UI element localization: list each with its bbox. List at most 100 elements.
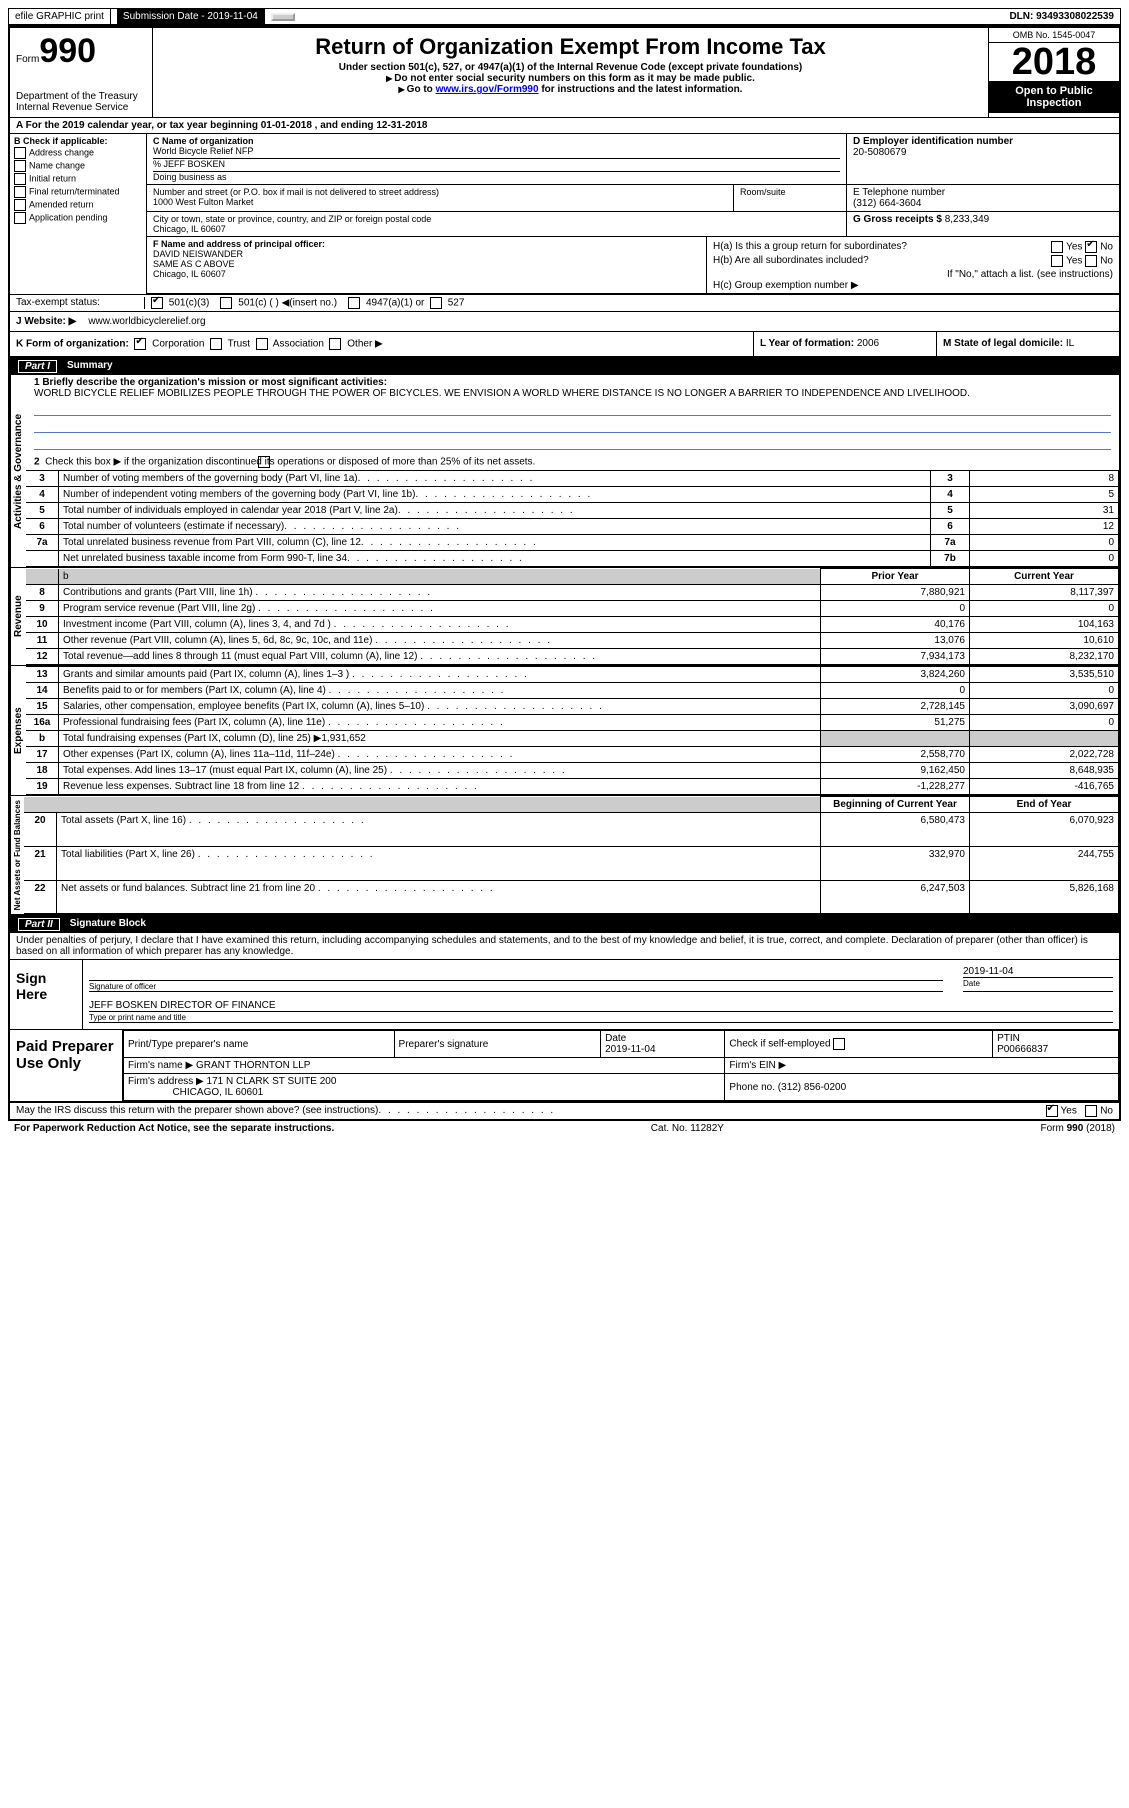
dln: DLN: 93493308022539 <box>1003 9 1120 24</box>
table-row: 6 Total number of volunteers (estimate i… <box>26 519 1119 535</box>
m-box: M State of legal domicile: IL <box>937 332 1119 356</box>
header: Form990 Department of the Treasury Inter… <box>10 28 1119 118</box>
table-row: 21 Total liabilities (Part X, line 26) 3… <box>24 846 1119 880</box>
dept-irs: Internal Revenue Service <box>16 102 146 113</box>
ha-label: H(a) Is this a group return for subordin… <box>713 241 907 253</box>
header-right: OMB No. 1545-0047 2018 Open to PublicIns… <box>989 28 1119 117</box>
expenses-section: Expenses 13 Grants and similar amounts p… <box>10 666 1119 796</box>
chk-corp[interactable] <box>134 338 146 350</box>
footer-left: For Paperwork Reduction Act Notice, see … <box>14 1123 334 1134</box>
vert-revenue: Revenue <box>10 568 26 665</box>
table-row: 22 Net assets or fund balances. Subtract… <box>24 880 1119 914</box>
part2-header: Part II Signature Block <box>10 916 1119 933</box>
table-row: Net unrelated business taxable income fr… <box>26 551 1119 567</box>
officer-addr1: SAME AS C ABOVE <box>153 259 700 269</box>
irs-link[interactable]: www.irs.gov/Form990 <box>436 84 539 95</box>
col-cde: C Name of organization World Bicycle Rel… <box>147 134 1119 294</box>
table-row: 10 Investment income (Part VIII, column … <box>26 617 1119 633</box>
k-box: K Form of organization: Corporation Trus… <box>10 332 754 356</box>
sig-officer-label: Signature of officer <box>89 980 943 991</box>
table-row: 3 Number of voting members of the govern… <box>26 471 1119 487</box>
table-row: 19 Revenue less expenses. Subtract line … <box>26 779 1119 795</box>
hdr-end: End of Year <box>970 797 1119 813</box>
hb-label: H(b) Are all subordinates included? <box>713 255 869 267</box>
hb-yes[interactable] <box>1051 255 1063 267</box>
ha-yes[interactable] <box>1051 241 1063 253</box>
chk-name[interactable]: Name change <box>14 160 142 172</box>
footer-right: Form 990 (2018) <box>1041 1123 1115 1134</box>
prep-self: Check if self-employed <box>725 1031 993 1058</box>
street-box: Number and street (or P.O. box if mail i… <box>147 185 734 211</box>
table-row: 4 Number of independent voting members o… <box>26 487 1119 503</box>
mission-text: WORLD BICYCLE RELIEF MOBILIZES PEOPLE TH… <box>34 388 1111 399</box>
chk-other[interactable] <box>329 338 341 350</box>
firm-addr: Firm's address ▶ 171 N CLARK ST SUITE 20… <box>124 1074 725 1101</box>
part1-header: Part I Summary <box>10 358 1119 375</box>
chk-527[interactable] <box>430 297 442 309</box>
sign-here-label: Sign Here <box>10 960 83 1029</box>
preparer-block: Paid Preparer Use Only Print/Type prepar… <box>10 1030 1119 1103</box>
chk-501c[interactable] <box>220 297 232 309</box>
chk-4947[interactable] <box>348 297 360 309</box>
dba: Doing business as <box>153 171 840 182</box>
tel-value: (312) 664-3604 <box>853 198 1113 209</box>
line2: 2 Check this box ▶ if the organization d… <box>26 454 1119 470</box>
chk-discontinued[interactable] <box>258 456 270 468</box>
chk-self-emp[interactable] <box>833 1038 845 1050</box>
print-button[interactable] <box>271 13 295 21</box>
hc-label: H(c) Group exemption number ▶ <box>713 280 1113 291</box>
mission-box: 1 Briefly describe the organization's mi… <box>26 375 1119 454</box>
header-left: Form990 Department of the Treasury Inter… <box>10 28 153 117</box>
footer: For Paperwork Reduction Act Notice, see … <box>8 1121 1121 1136</box>
col-b-title: B Check if applicable: <box>14 136 142 146</box>
header-center: Return of Organization Exempt From Incom… <box>153 28 989 117</box>
chk-trust[interactable] <box>210 338 222 350</box>
ha-no[interactable] <box>1085 241 1097 253</box>
chk-501c3[interactable] <box>151 297 163 309</box>
hb-no[interactable] <box>1085 255 1097 267</box>
governance-section: Activities & Governance 1 Briefly descri… <box>10 375 1119 568</box>
subtitle-2: Do not enter social security numbers on … <box>161 73 980 84</box>
h-box: H(a) Is this a group return for subordin… <box>707 237 1119 293</box>
chk-initial[interactable]: Initial return <box>14 173 142 185</box>
exp-table: 13 Grants and similar amounts paid (Part… <box>26 666 1119 795</box>
sig-date: 2019-11-04 <box>963 966 1113 977</box>
care-of: % JEFF BOSKEN <box>153 158 840 169</box>
gross-value: 8,233,349 <box>945 214 990 225</box>
table-row: 17 Other expenses (Part IX, column (A), … <box>26 747 1119 763</box>
prep-date: Date2019-11-04 <box>601 1031 725 1058</box>
tax-year: 2018 <box>989 43 1119 81</box>
f-box: F Name and address of principal officer:… <box>147 237 707 293</box>
tax-status-row: Tax-exempt status: 501(c)(3) 501(c) ( ) … <box>10 295 1119 312</box>
website-value: www.worldbicyclerelief.org <box>82 312 211 331</box>
table-row: 7a Total unrelated business revenue from… <box>26 535 1119 551</box>
discuss-yes[interactable] <box>1046 1105 1058 1117</box>
firm-ein: Firm's EIN ▶ <box>725 1058 1119 1074</box>
chk-assoc[interactable] <box>256 338 268 350</box>
hdr-prior: Prior Year <box>821 569 970 585</box>
klm-row: K Form of organization: Corporation Trus… <box>10 332 1119 358</box>
discuss-no[interactable] <box>1085 1105 1097 1117</box>
chk-address[interactable]: Address change <box>14 147 142 159</box>
prep-h2: Preparer's signature <box>394 1031 601 1058</box>
street-value: 1000 West Fulton Market <box>153 197 727 207</box>
chk-pending[interactable]: Application pending <box>14 212 142 224</box>
chk-final[interactable]: Final return/terminated <box>14 186 142 198</box>
table-row: 8 Contributions and grants (Part VIII, l… <box>26 585 1119 601</box>
spacer <box>301 15 998 19</box>
suite-box: Room/suite <box>734 185 847 211</box>
dept-treasury: Department of the Treasury <box>16 91 146 102</box>
vert-governance: Activities & Governance <box>10 375 26 567</box>
officer-name: DAVID NEISWANDER <box>153 249 700 259</box>
open-to-public: Open to PublicInspection <box>989 81 1119 113</box>
hb-note: If "No," attach a list. (see instruction… <box>713 269 1113 280</box>
rev-table: b Prior Year Current Year 8 Contribution… <box>26 568 1119 665</box>
table-row: 14 Benefits paid to or for members (Part… <box>26 683 1119 699</box>
vert-net: Net Assets or Fund Balances <box>10 796 24 914</box>
chk-amended[interactable]: Amended return <box>14 199 142 211</box>
subtitle-1: Under section 501(c), 527, or 4947(a)(1)… <box>161 62 980 73</box>
revenue-section: Revenue b Prior Year Current Year 8 Cont… <box>10 568 1119 666</box>
table-row: 18 Total expenses. Add lines 13–17 (must… <box>26 763 1119 779</box>
city-value: Chicago, IL 60607 <box>153 224 840 234</box>
sig-name-label: Type or print name and title <box>89 1011 1113 1022</box>
